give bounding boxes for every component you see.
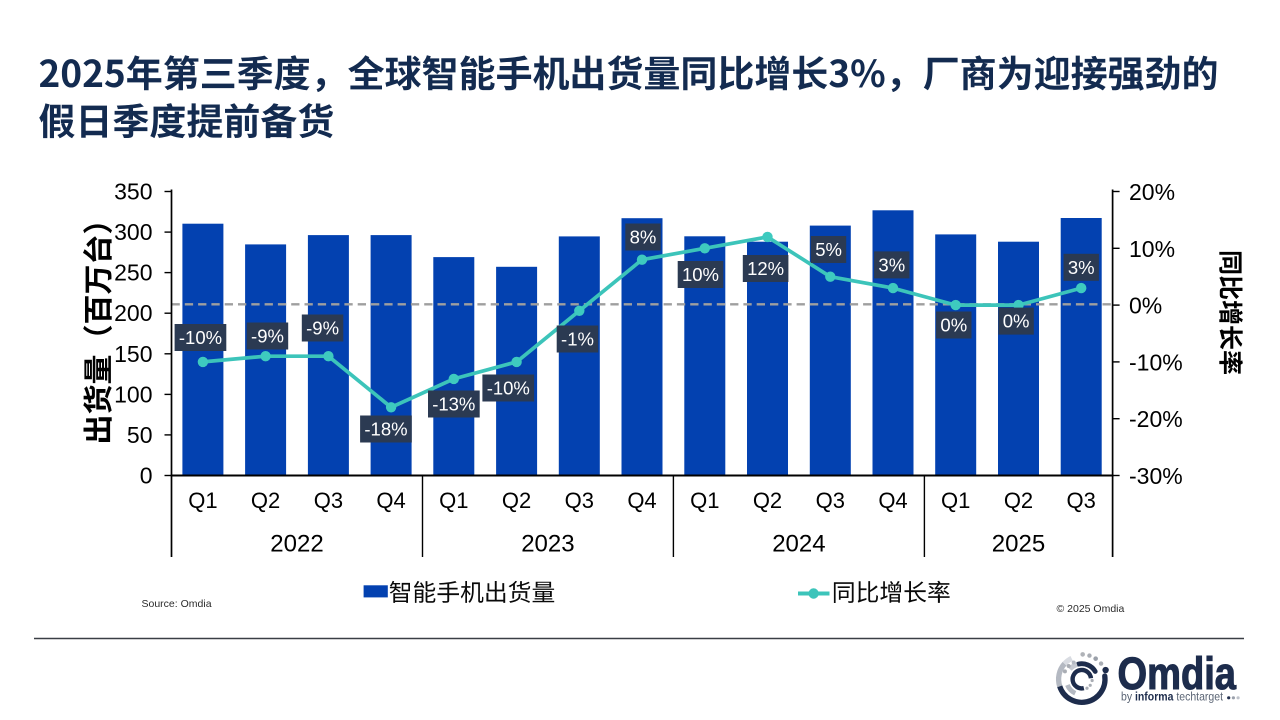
svg-text:8%: 8% bbox=[630, 227, 657, 248]
svg-text:-18%: -18% bbox=[364, 419, 407, 440]
svg-text:5%: 5% bbox=[815, 239, 842, 260]
svg-text:Q4: Q4 bbox=[376, 488, 405, 513]
svg-text:Q2: Q2 bbox=[251, 488, 280, 513]
svg-text:-1%: -1% bbox=[561, 329, 594, 350]
svg-text:100: 100 bbox=[114, 381, 152, 407]
svg-text:Q3: Q3 bbox=[1067, 488, 1096, 513]
svg-text:2023: 2023 bbox=[521, 531, 574, 558]
svg-text:2025: 2025 bbox=[992, 531, 1045, 558]
svg-text:Q1: Q1 bbox=[439, 488, 468, 513]
svg-text:Q3: Q3 bbox=[816, 488, 845, 513]
svg-text:© 2025 Omdia: © 2025 Omdia bbox=[1057, 603, 1125, 615]
svg-text:Q4: Q4 bbox=[627, 488, 656, 513]
svg-text:-10%: -10% bbox=[487, 378, 530, 399]
svg-text:2024: 2024 bbox=[772, 531, 825, 558]
svg-text:250: 250 bbox=[114, 260, 152, 286]
svg-text:Q3: Q3 bbox=[314, 488, 343, 513]
svg-text:3%: 3% bbox=[1068, 257, 1095, 278]
svg-text:-10%: -10% bbox=[179, 327, 222, 348]
svg-text:Q1: Q1 bbox=[690, 488, 719, 513]
svg-text:2022: 2022 bbox=[270, 531, 323, 558]
svg-text:Q2: Q2 bbox=[502, 488, 531, 513]
svg-text:12%: 12% bbox=[747, 258, 784, 279]
svg-text:Q2: Q2 bbox=[1004, 488, 1033, 513]
svg-text:20%: 20% bbox=[1129, 179, 1175, 205]
svg-text:-13%: -13% bbox=[432, 394, 475, 415]
svg-text:350: 350 bbox=[114, 179, 152, 205]
svg-text:0%: 0% bbox=[940, 315, 967, 336]
svg-text:-30%: -30% bbox=[1129, 463, 1183, 489]
svg-text:0: 0 bbox=[140, 463, 153, 489]
svg-text:0%: 0% bbox=[1129, 293, 1162, 319]
svg-text:-10%: -10% bbox=[1129, 349, 1183, 375]
svg-text:Q1: Q1 bbox=[188, 488, 217, 513]
svg-text:Omdia: Omdia bbox=[1118, 648, 1237, 699]
svg-text:150: 150 bbox=[114, 341, 152, 367]
svg-text:Q4: Q4 bbox=[878, 488, 907, 513]
svg-text:200: 200 bbox=[114, 300, 152, 326]
svg-text:Q2: Q2 bbox=[753, 488, 782, 513]
svg-text:Q1: Q1 bbox=[941, 488, 970, 513]
svg-text:-9%: -9% bbox=[306, 318, 339, 339]
svg-text:-9%: -9% bbox=[251, 326, 284, 347]
svg-text:-20%: -20% bbox=[1129, 406, 1183, 432]
svg-text:Q3: Q3 bbox=[565, 488, 594, 513]
svg-text:300: 300 bbox=[114, 219, 152, 245]
svg-text:50: 50 bbox=[127, 422, 153, 448]
svg-text:10%: 10% bbox=[1129, 236, 1175, 262]
svg-text:3%: 3% bbox=[878, 255, 905, 276]
svg-text:0%: 0% bbox=[1003, 311, 1030, 332]
svg-text:by informa techtarget: by informa techtarget bbox=[1121, 689, 1223, 703]
svg-text:10%: 10% bbox=[682, 264, 719, 285]
svg-text:Source: Omdia: Source: Omdia bbox=[142, 598, 212, 610]
